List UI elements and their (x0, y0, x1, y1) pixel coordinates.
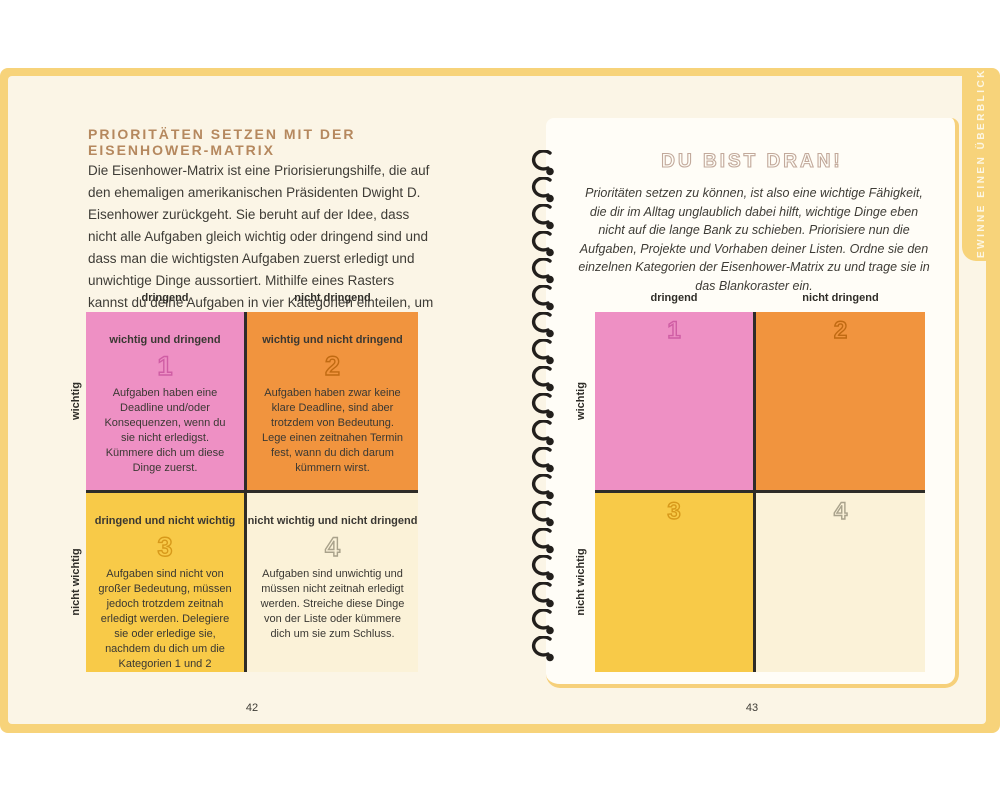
spiral-ring-icon (531, 339, 554, 365)
quadrant-number: 2 (833, 317, 848, 344)
left-matrix-row-header-nicht-wichtig: nicht wichtig (70, 548, 82, 616)
quadrant-label: nicht wichtig und nicht dringend (247, 515, 418, 527)
matrix-quadrant-2: wichtig und nicht dringend 2 Aufgaben ha… (247, 312, 418, 490)
spiral-ring-icon (531, 177, 554, 203)
quadrant-description: Aufgaben sind nicht von großer Bedeutung… (98, 568, 232, 670)
chapter-tab-label: GEWINNE EINEN ÜBERBLICK (975, 67, 987, 269)
left-matrix-col-header-nicht-dringend: nicht dringend (294, 292, 371, 304)
spiral-ring-icon (531, 447, 554, 473)
quadrant-label: wichtig und nicht dringend (262, 334, 403, 346)
spiral-ring-icon (531, 258, 554, 284)
blank-quadrant-1: 1 (595, 312, 753, 490)
spiral-ring-icon (531, 150, 554, 176)
quadrant-description: Aufgaben sind unwichtig und müssen nicht… (260, 568, 405, 640)
spiral-ring-icon (531, 366, 554, 392)
quadrant-number: 4 (324, 531, 341, 562)
right-matrix-row-header-wichtig: wichtig (575, 382, 587, 420)
spiral-ring-icon (531, 204, 554, 230)
eisenhower-matrix-filled: wichtig und dringend 1 Aufgaben haben ei… (86, 312, 418, 672)
chapter-edge-tab: GEWINNE EINEN ÜBERBLICK (962, 68, 1000, 268)
spiral-ring-icon (531, 501, 554, 527)
right-matrix-row-header-nicht-wichtig: nicht wichtig (575, 548, 587, 616)
spiral-ring-icon (531, 393, 554, 419)
quadrant-description: Aufgaben haben zwar keine klare Deadline… (261, 387, 404, 474)
blank-quadrant-3: 3 (595, 493, 753, 672)
quadrant-number: 4 (833, 498, 848, 525)
spiral-ring-icon (531, 312, 554, 338)
quadrant-label: dringend und nicht wichtig (94, 515, 236, 527)
spiral-ring-icon (531, 528, 554, 554)
spiral-ring-icon (531, 285, 554, 311)
left-page-number: 42 (245, 702, 259, 714)
quadrant-number: 1 (667, 317, 682, 344)
spiral-ring-icon (531, 582, 554, 608)
quadrant-number: 1 (157, 350, 173, 381)
matrix-quadrant-3: dringend und nicht wichtig 3 Aufgaben si… (86, 493, 244, 672)
spiral-ring-icon (531, 420, 554, 446)
quadrant-label: wichtig und dringend (109, 334, 221, 346)
left-page-intro: Die Eisenhower-Matrix ist eine Priorisie… (88, 163, 434, 332)
spiral-ring-icon (531, 474, 554, 500)
spiral-ring-icon (531, 555, 554, 581)
spiral-ring-icon (531, 609, 554, 635)
quadrant-description: Aufgaben haben eine Deadline und/oder Ko… (104, 387, 226, 474)
blank-quadrant-2: 2 (756, 312, 925, 490)
spiral-ring-icon (531, 231, 554, 257)
eisenhower-matrix-blank: 1 2 3 4 (595, 312, 925, 672)
spiral-binding (524, 150, 560, 663)
quadrant-number: 2 (324, 350, 341, 381)
right-matrix-col-header-nicht-dringend: nicht dringend (802, 292, 879, 304)
quadrant-number: 3 (667, 498, 682, 525)
right-page-intro: Prioritäten setzen zu können, ist also e… (578, 186, 930, 293)
left-matrix-col-header-dringend: dringend (141, 292, 189, 304)
matrix-quadrant-4: nicht wichtig und nicht dringend 4 Aufga… (247, 493, 418, 672)
right-page-title: DU BIST DRAN! (661, 150, 843, 172)
left-page-title: PRIORITÄTEN SETZEN MIT DER EISENHOWER-MA… (88, 126, 356, 158)
left-matrix-row-header-wichtig: wichtig (70, 382, 82, 420)
right-matrix-col-header-dringend: dringend (650, 292, 698, 304)
right-page-number: 43 (745, 702, 759, 714)
matrix-quadrant-1: wichtig und dringend 1 Aufgaben haben ei… (86, 312, 244, 490)
spiral-ring-icon (531, 636, 554, 662)
quadrant-number: 3 (157, 531, 173, 562)
blank-quadrant-4: 4 (756, 493, 925, 672)
